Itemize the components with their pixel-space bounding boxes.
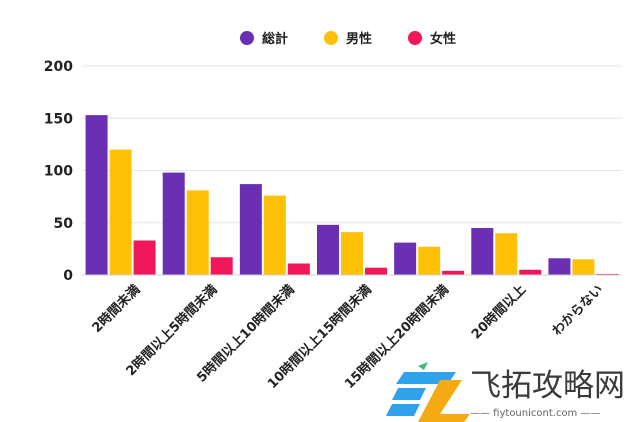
bar-3-4 xyxy=(365,267,387,275)
watermark-logo xyxy=(386,362,470,422)
bar-1-7 xyxy=(548,258,571,275)
bar-1-1 xyxy=(85,115,108,276)
x-category-label: 2時間未満 xyxy=(89,282,143,336)
legend-swatch xyxy=(408,31,422,45)
bar-3-1 xyxy=(133,240,156,275)
y-tick-label: 150 xyxy=(44,111,73,127)
watermark: 飞拓攻略网 —— fiytounicont.com —— xyxy=(386,362,625,422)
bar-3-5 xyxy=(442,270,465,275)
bar-1-4 xyxy=(317,224,339,275)
y-tick-label: 200 xyxy=(44,59,73,75)
bar-2-4 xyxy=(341,232,363,275)
legend-swatch xyxy=(240,31,254,45)
bars xyxy=(85,115,619,276)
bar-2-1 xyxy=(109,149,132,275)
y-tick-label: 0 xyxy=(63,268,73,284)
bar-3-2 xyxy=(210,257,233,275)
watermark-subtitle: —— fiytounicont.com —— xyxy=(470,408,600,419)
legend: 総計 男性 女性 xyxy=(240,31,456,47)
bar-3-6 xyxy=(519,269,542,275)
bar-1-2 xyxy=(162,172,185,275)
bar-3-7 xyxy=(596,273,619,275)
x-category-label: 20時間以上 xyxy=(468,282,529,343)
y-tick-label: 100 xyxy=(44,164,73,180)
x-category-label: わからない xyxy=(550,282,607,339)
bar-1-5 xyxy=(394,242,417,275)
legend-label: 男性 xyxy=(346,31,372,47)
gridlines xyxy=(82,65,622,224)
bar-3-3 xyxy=(287,263,310,275)
bar-2-2 xyxy=(186,190,209,275)
legend-swatch xyxy=(324,31,338,45)
bar-2-6 xyxy=(495,233,518,275)
y-tick-label: 50 xyxy=(54,216,74,232)
watermark-title: 飞拓攻略网 xyxy=(470,368,625,404)
bar-1-3 xyxy=(239,184,262,275)
bar-1-6 xyxy=(471,227,494,275)
bar-2-7 xyxy=(572,259,595,275)
legend-label: 女性 xyxy=(430,31,456,47)
y-axis-ticks: 0 50 100 150 200 xyxy=(44,59,73,284)
legend-label: 総計 xyxy=(262,31,288,47)
bar-2-5 xyxy=(418,246,441,275)
bar-2-3 xyxy=(263,195,286,275)
